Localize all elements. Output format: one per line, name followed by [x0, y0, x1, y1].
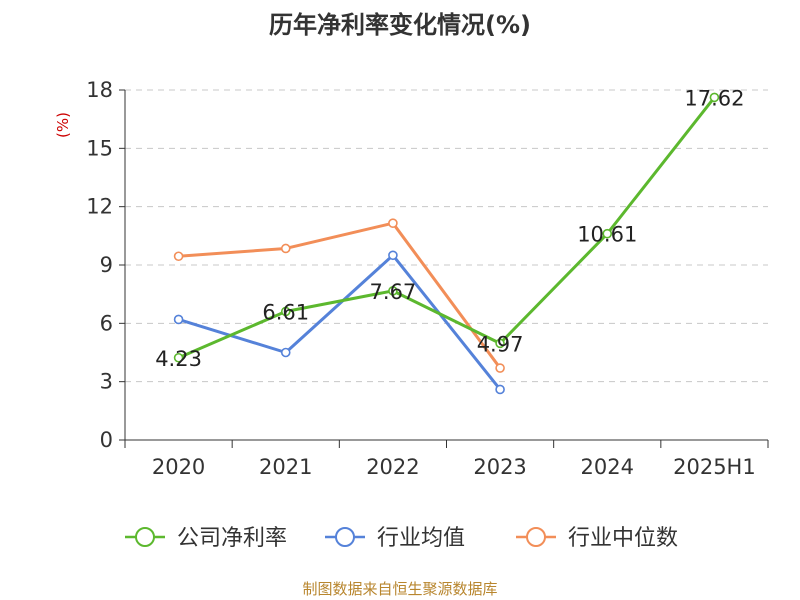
y-tick-label: 18	[86, 78, 113, 102]
source-note: 制图数据来自恒生聚源数据库	[302, 580, 497, 598]
series-2	[173, 218, 505, 373]
data-label: 4.97	[477, 332, 524, 356]
data-point	[280, 306, 291, 317]
data-point	[388, 250, 398, 261]
y-axis-label: (%)	[54, 112, 72, 138]
legend-marker	[135, 527, 155, 547]
legend-label: 公司净利率	[177, 526, 287, 551]
legend-item: 行业均值	[325, 526, 465, 551]
x-tick-label: 2025H1	[673, 455, 756, 479]
chart-title: 历年净利率变化情况(%)	[269, 11, 531, 39]
data-label: 6.61	[262, 300, 309, 324]
x-tick-label: 2022	[366, 455, 419, 479]
data-point	[709, 92, 720, 103]
data-point	[388, 218, 398, 228]
data-label: 7.67	[370, 280, 417, 304]
axes: 0 3 6 9 12 15 18 2020 2021 2022 2023 2024 2025H1	[86, 78, 769, 479]
series-line	[177, 96, 716, 360]
series-0	[173, 92, 720, 363]
legend-label: 行业均值	[377, 526, 465, 551]
series-line	[178, 221, 502, 369]
legend-item: 行业中位数	[516, 526, 678, 551]
x-tick-label: 2024	[581, 455, 634, 479]
data-point	[280, 347, 291, 358]
data-point	[173, 251, 184, 262]
data-point	[602, 228, 613, 239]
y-tick-label: 6	[100, 311, 113, 335]
data-point	[495, 363, 505, 373]
legend-item: 公司净利率	[125, 526, 287, 551]
y-tick-label: 15	[86, 136, 113, 160]
series-layer	[173, 92, 720, 395]
y-tick-label: 0	[100, 428, 113, 452]
y-tick-label: 9	[100, 253, 113, 277]
series-line	[178, 253, 502, 391]
y-tick-label: 3	[100, 370, 113, 394]
legend-marker	[526, 527, 546, 547]
data-labels: 4.23 6.61 7.67 4.97 10.61 17.62	[155, 86, 744, 370]
data-label: 10.61	[577, 223, 637, 247]
data-point	[388, 286, 398, 296]
legend-label: 行业中位数	[568, 526, 678, 551]
x-tick-label: 2021	[259, 455, 312, 479]
legend-marker	[335, 527, 355, 547]
data-label: 4.23	[155, 347, 202, 371]
x-tick-label: 2020	[152, 455, 205, 479]
data-label: 17.62	[684, 86, 744, 110]
data-point	[280, 243, 291, 254]
legend: 公司净利率 行业均值 行业中位数	[125, 526, 678, 551]
data-point	[495, 384, 505, 395]
x-tick-label: 2023	[473, 455, 526, 479]
data-point	[495, 338, 505, 349]
y-tick-label: 12	[86, 195, 113, 219]
data-point	[173, 314, 184, 325]
data-point	[173, 352, 184, 363]
